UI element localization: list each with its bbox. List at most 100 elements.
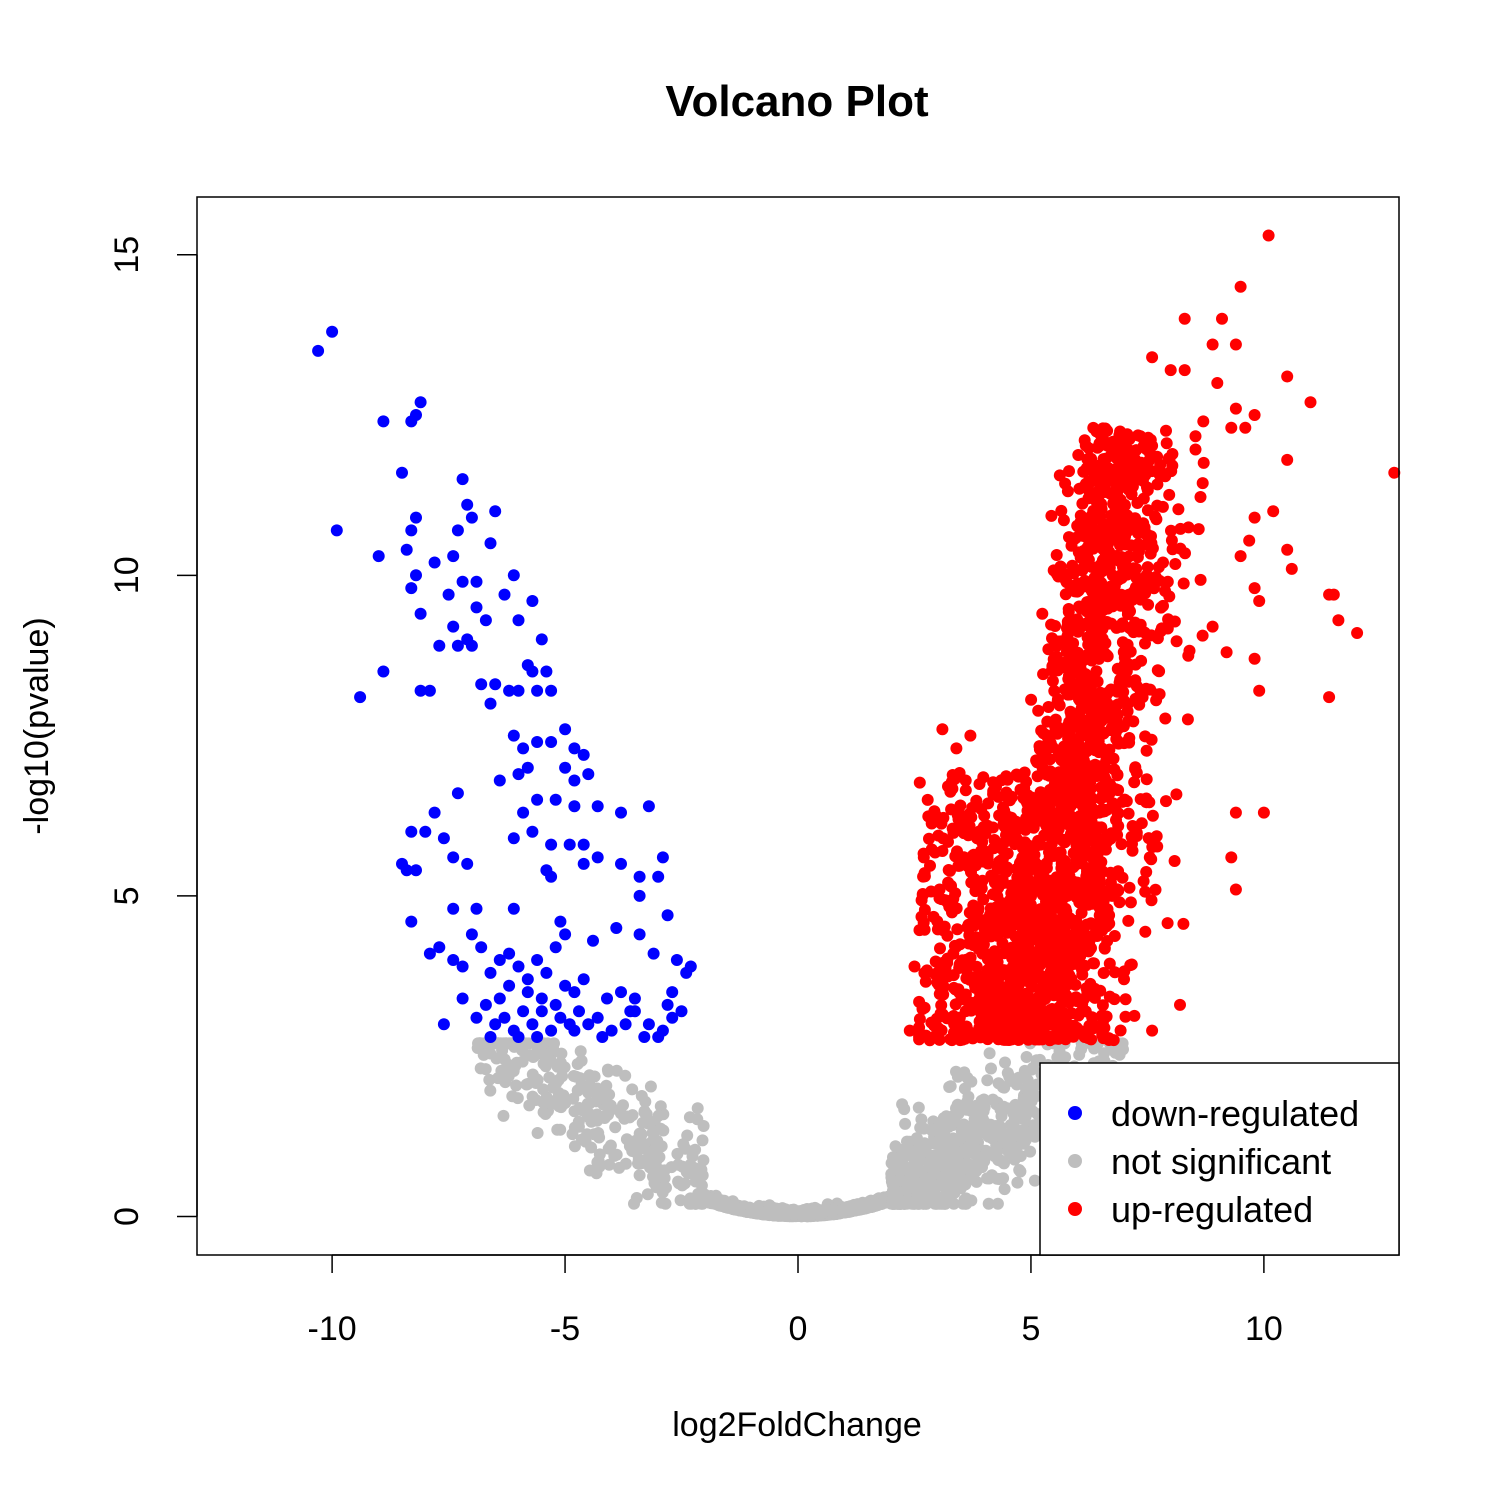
point-up-regulated	[1051, 951, 1064, 964]
point-not-significant	[626, 1083, 639, 1096]
point-up-regulated	[1248, 652, 1261, 665]
point-up-regulated	[1131, 497, 1144, 509]
point-up-regulated	[1179, 547, 1191, 560]
point-not-significant	[575, 1054, 588, 1067]
point-down-regulated	[647, 947, 660, 960]
point-up-regulated	[1248, 582, 1261, 595]
point-down-regulated	[437, 832, 450, 845]
point-down-regulated	[526, 825, 539, 838]
point-up-regulated	[935, 999, 948, 1012]
point-up-regulated	[1159, 585, 1172, 597]
point-down-regulated	[559, 723, 572, 736]
point-up-regulated	[1042, 701, 1055, 713]
point-up-regulated	[978, 1026, 991, 1039]
y-tick-label: 5	[108, 886, 146, 905]
point-down-regulated	[493, 992, 506, 1005]
point-up-regulated	[1114, 1024, 1127, 1037]
point-down-regulated	[479, 614, 492, 627]
point-down-regulated	[330, 524, 343, 537]
point-down-regulated	[545, 1024, 558, 1037]
point-down-regulated	[628, 1005, 641, 1018]
point-up-regulated	[1044, 927, 1056, 940]
point-down-regulated	[377, 415, 390, 428]
point-up-regulated	[1094, 510, 1107, 523]
point-up-regulated	[1114, 499, 1126, 512]
point-up-regulated	[1281, 370, 1294, 383]
point-up-regulated	[1096, 1009, 1108, 1022]
point-not-significant	[650, 1154, 663, 1167]
point-up-regulated	[1281, 543, 1294, 556]
point-up-regulated	[1130, 562, 1143, 575]
point-up-regulated	[1130, 766, 1143, 779]
point-not-significant	[941, 1177, 954, 1190]
point-not-significant	[867, 1199, 880, 1212]
point-not-significant	[593, 1160, 606, 1173]
point-up-regulated	[1099, 702, 1112, 715]
point-not-significant	[943, 1081, 956, 1093]
point-down-regulated	[326, 325, 339, 338]
point-not-significant	[674, 1194, 687, 1207]
point-down-regulated	[465, 511, 478, 524]
point-not-significant	[998, 1157, 1010, 1170]
point-up-regulated	[1165, 534, 1178, 547]
point-up-regulated	[1073, 694, 1086, 707]
point-up-regulated	[1011, 833, 1023, 846]
point-up-regulated	[970, 794, 983, 807]
point-down-regulated	[447, 550, 460, 563]
point-not-significant	[980, 1147, 993, 1160]
point-not-significant	[672, 1175, 685, 1188]
point-down-regulated	[503, 947, 516, 960]
point-up-regulated	[1234, 280, 1247, 293]
point-up-regulated	[1132, 429, 1144, 442]
x-tick-label: -5	[550, 1310, 580, 1348]
point-up-regulated	[1206, 620, 1219, 633]
point-down-regulated	[656, 851, 669, 864]
point-down-regulated	[461, 498, 474, 511]
point-up-regulated	[1183, 644, 1196, 657]
point-up-regulated	[1039, 992, 1052, 1005]
point-not-significant	[474, 1062, 487, 1075]
point-up-regulated	[1146, 1024, 1159, 1037]
point-down-regulated	[493, 774, 506, 787]
point-down-regulated	[456, 992, 469, 1005]
point-up-regulated	[1139, 637, 1151, 650]
point-up-regulated	[1085, 942, 1097, 955]
point-not-significant	[550, 1094, 563, 1107]
point-up-regulated	[1076, 564, 1089, 577]
point-up-regulated	[1192, 523, 1205, 536]
point-up-regulated	[1068, 657, 1081, 670]
point-up-regulated	[1025, 693, 1038, 706]
point-up-regulated	[1101, 903, 1114, 916]
point-up-regulated	[1081, 453, 1094, 466]
point-up-regulated	[965, 876, 978, 889]
point-not-significant	[695, 1179, 708, 1192]
point-up-regulated	[1084, 776, 1097, 788]
point-up-regulated	[1126, 820, 1139, 832]
point-up-regulated	[1000, 1003, 1012, 1016]
point-down-regulated	[540, 665, 553, 678]
point-up-regulated	[1095, 692, 1108, 705]
point-not-significant	[635, 1090, 648, 1102]
point-not-significant	[554, 1123, 567, 1136]
point-up-regulated	[973, 778, 986, 790]
point-up-regulated	[1108, 966, 1121, 979]
point-not-significant	[1028, 1174, 1041, 1187]
point-up-regulated	[1103, 990, 1116, 1003]
point-not-significant	[544, 1054, 557, 1067]
point-up-regulated	[1065, 721, 1078, 734]
point-not-significant	[919, 1197, 932, 1210]
point-down-regulated	[531, 1031, 544, 1043]
point-up-regulated	[1281, 453, 1294, 466]
point-up-regulated	[1131, 551, 1144, 564]
point-up-regulated	[1070, 829, 1083, 841]
point-up-regulated	[1197, 456, 1210, 469]
point-not-significant	[603, 1158, 616, 1171]
point-up-regulated	[936, 845, 949, 857]
point-up-regulated	[1035, 885, 1048, 898]
point-not-significant	[974, 1107, 986, 1119]
point-up-regulated	[1057, 903, 1070, 915]
point-up-regulated	[1151, 478, 1164, 491]
point-up-regulated	[1064, 705, 1077, 718]
point-not-significant	[969, 1142, 982, 1155]
